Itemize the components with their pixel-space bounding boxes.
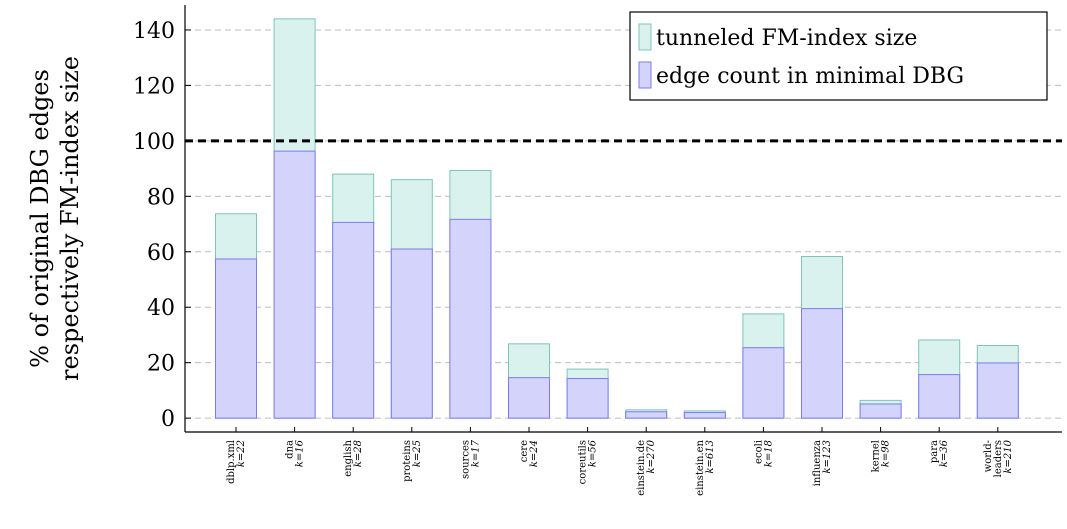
x-tick-k-label: k=18	[763, 440, 774, 467]
bar-edge-count	[625, 411, 668, 419]
x-tick-k-label: k=22	[236, 440, 247, 467]
x-tick-name-label: einstein.de	[636, 440, 647, 496]
bar-edge-count	[449, 218, 492, 419]
y-axis-label: % of original DBG edges respectively FM-i…	[26, 56, 84, 381]
x-tick-label: ecoli k=18	[753, 440, 774, 467]
legend-box	[629, 11, 1048, 101]
y-tick-labels: 0 20 40 60 80 100 120 140	[133, 19, 175, 432]
bar-edge-count	[508, 377, 550, 419]
y-tick-label: 0	[161, 407, 175, 432]
x-tick-k-label: k=123	[822, 440, 833, 474]
bar-edge-count	[801, 308, 843, 419]
x-tick-label: coreutils k=56	[578, 439, 599, 484]
x-tick-name-label: para	[929, 440, 940, 463]
y-axis-title-line: respectively FM-index size	[56, 56, 84, 381]
x-tick-label: dblp.xml k=22	[226, 440, 247, 484]
x-tick-label: kernel k=98	[871, 440, 892, 472]
x-tick-label: einstein.en k=613	[695, 439, 716, 495]
x-tick-k-label: k=28	[353, 440, 364, 467]
legend: tunneled FM-index size edge count in mini…	[629, 11, 1048, 101]
bar-edge-count	[976, 362, 1019, 419]
x-tick-k-label: k=613	[705, 440, 716, 474]
x-tick-name-label: dna	[285, 440, 296, 459]
y-tick-label: 40	[147, 296, 175, 321]
bar-edge-count	[215, 258, 257, 419]
x-tick-label: proteins k=25	[402, 440, 423, 482]
x-tick-k-label: k=98	[881, 440, 892, 467]
bar-edge-count	[683, 412, 726, 419]
x-tick-name-label: ecoli	[753, 440, 764, 464]
x-tick-name-label: english	[343, 439, 354, 476]
y-tick-label: 100	[133, 130, 175, 155]
legend-swatch-fm-index	[638, 23, 652, 51]
y-tick-label: 80	[147, 185, 175, 210]
bar-edge-count	[390, 248, 433, 419]
bar-edge-count	[566, 377, 609, 419]
legend-label-fm-index: tunneled FM-index size	[656, 26, 917, 51]
x-tick-label: world-leaders k=210	[983, 439, 1014, 477]
x-tick-name-label: cere	[519, 440, 530, 462]
y-tick-label: 60	[147, 241, 175, 266]
x-tick-name-label: dblp.xml	[226, 440, 237, 484]
x-tick-label: dna k=16	[285, 439, 306, 467]
x-tick-label: para k=36	[929, 439, 950, 467]
x-tick-name-label: proteins	[402, 440, 413, 482]
x-tick-labels: dblp.xml k=22 dna k=16 english k=28 proteins k=…	[226, 439, 1014, 495]
x-tick-label: english k=28	[343, 439, 364, 476]
x-tick-k-label: k=24	[529, 440, 540, 467]
bars	[215, 18, 1019, 419]
y-tick-label: 20	[147, 352, 175, 377]
x-tick-k-label: k=36	[939, 439, 950, 467]
legend-swatch-edge-count	[638, 61, 652, 89]
x-tick-label: einstein.de k=270	[636, 439, 657, 495]
x-tick-label: sources k=17	[460, 439, 481, 479]
bar-edge-count	[742, 347, 785, 419]
x-tick-k-label: k=25	[412, 440, 423, 467]
axes	[184, 5, 1062, 433]
x-tick-name-label: world-	[983, 440, 994, 472]
y-tick-label: 140	[133, 19, 175, 44]
x-tick-k-label: k=17	[470, 439, 481, 467]
bar-edge-count	[273, 150, 316, 419]
y-axis-title-line: % of original DBG edges	[26, 69, 54, 368]
x-tick-k-label: k=210	[1003, 439, 1014, 473]
bar-edge-count	[332, 221, 375, 419]
y-axis-title: % of original DBG edges respectively FM-i…	[26, 56, 84, 381]
x-tick-k-label: k=270	[646, 439, 657, 473]
x-tick-name-label: sources	[460, 440, 471, 479]
legend-label-edge-count: edge count in minimal DBG	[656, 64, 964, 89]
x-tick-name-label: leaders	[993, 440, 1004, 477]
x-tick-name-label: coreutils	[578, 440, 589, 484]
x-tick-k-label: k=56	[588, 439, 599, 467]
x-tick-name-label: influenza	[812, 440, 823, 486]
x-tick-name-label: einstein.en	[695, 439, 706, 495]
x-tick-label: cere k=24	[519, 440, 540, 467]
x-tick-k-label: k=16	[295, 439, 306, 467]
bar-edge-count	[918, 374, 961, 419]
bar-edge-count	[859, 403, 902, 419]
y-tick-label: 120	[133, 74, 175, 99]
x-tick-name-label: kernel	[871, 440, 882, 472]
x-tick-label: influenza k=123	[812, 440, 833, 486]
